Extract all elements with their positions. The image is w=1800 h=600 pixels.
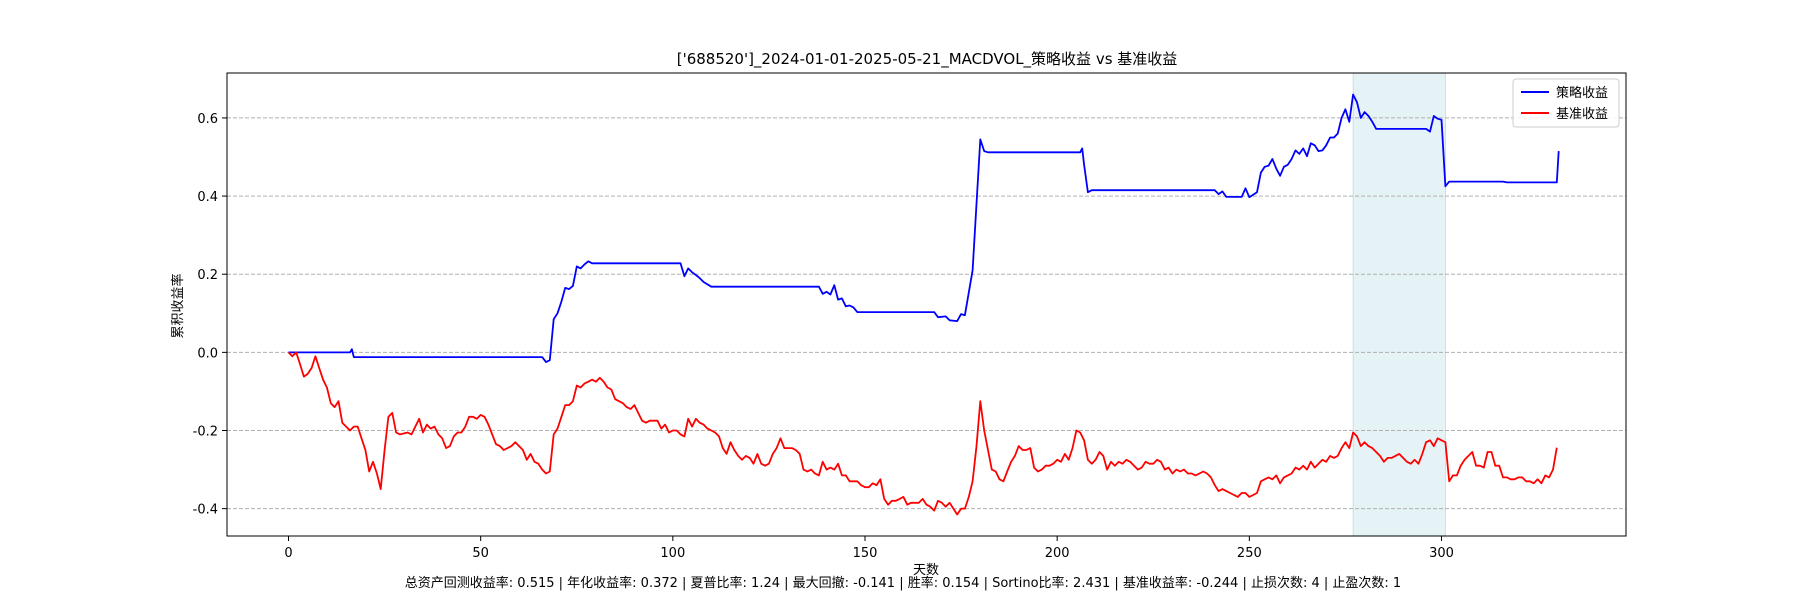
legend: 策略收益 基准收益 (1512, 78, 1620, 128)
y-tick-label: 0.6 (197, 112, 218, 127)
chart-title: ['688520']_2024-01-01-2025-05-21_MACDVOL… (677, 50, 1178, 69)
x-tick-label: 200 (1045, 546, 1070, 561)
x-tick-label: 0 (284, 546, 292, 561)
plot-frame (226, 72, 1627, 537)
legend-label-benchmark: 基准收益 (1556, 107, 1608, 122)
x-axis-label: 天数 (913, 563, 939, 578)
x-tick-label: 100 (660, 546, 685, 561)
y-tick-label: 0.4 (197, 190, 218, 205)
x-tick-label: 250 (1237, 546, 1262, 561)
y-axis-label: 累积收益率 (170, 273, 186, 338)
x-tick-label: 300 (1429, 546, 1454, 561)
strategy-line (288, 93, 1560, 364)
legend-label-strategy: 策略收益 (1556, 85, 1608, 101)
series-lines (287, 93, 1560, 516)
plot-area: 0 50 100 150 200 250 300 -0.4 -0.2 0.0 0.2 0.4 0.6 (193, 72, 1627, 561)
grid-lines (227, 117, 1626, 510)
y-tick-label: -0.2 (193, 425, 218, 440)
highlight-band (1352, 72, 1446, 537)
benchmark-line (287, 351, 1558, 516)
x-axis: 0 50 100 150 200 250 300 (284, 536, 1454, 561)
y-tick-label: 0.0 (197, 346, 218, 361)
y-tick-label: 0.2 (197, 268, 218, 283)
x-tick-label: 50 (472, 546, 489, 561)
y-axis: -0.4 -0.2 0.0 0.2 0.4 0.6 (193, 112, 227, 518)
y-tick-label: -0.4 (193, 503, 218, 518)
stats-summary: 总资产回测收益率: 0.515 | 年化收益率: 0.372 | 夏普比率: 1… (405, 575, 1401, 591)
x-tick-label: 150 (853, 546, 878, 561)
